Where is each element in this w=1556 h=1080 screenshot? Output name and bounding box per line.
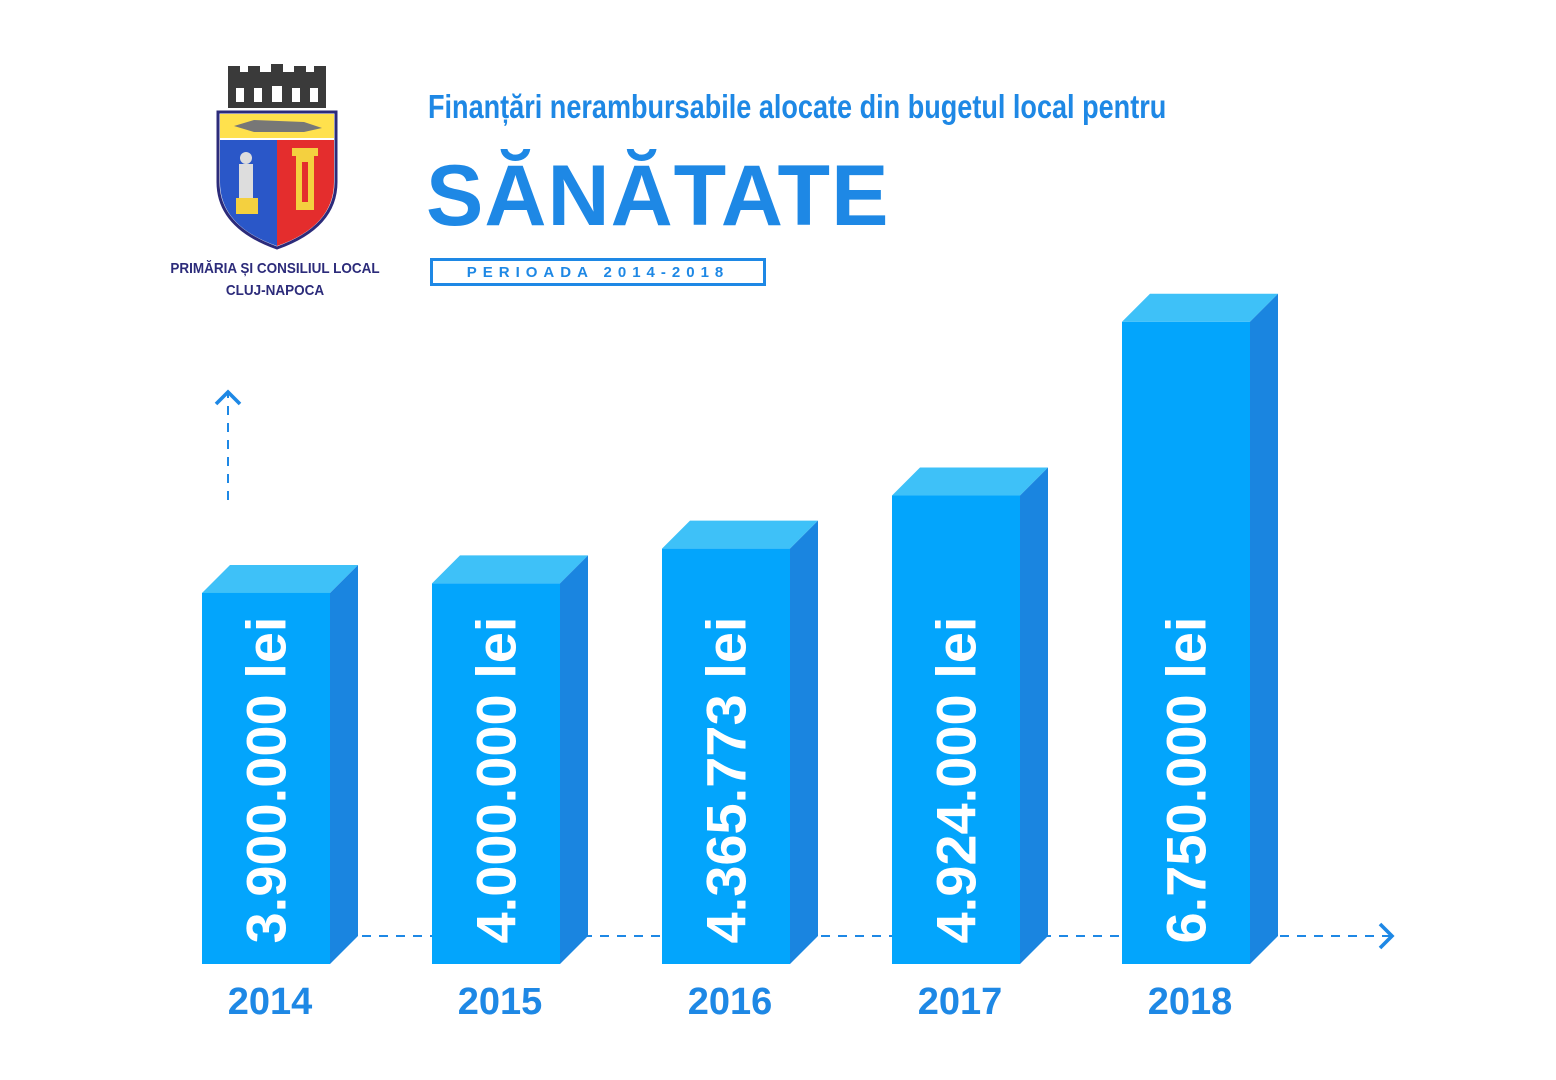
organization-line1: PRIMĂRIA ȘI CONSILIUL LOCAL xyxy=(170,260,380,277)
bar-front-face xyxy=(1122,321,1250,964)
bar-2014: 3.900.000 lei 2014 xyxy=(202,564,358,1023)
bar-side-face xyxy=(330,564,358,964)
bar-front-face xyxy=(892,495,1020,964)
page-title: Finanțări nerambursabile alocate din bug… xyxy=(428,88,1167,125)
bar-front-face xyxy=(202,592,330,964)
x-tick-label: 2015 xyxy=(458,981,543,1023)
x-tick-label: 2018 xyxy=(1148,981,1233,1023)
organization-name: PRIMĂRIA ȘI CONSILIUL LOCAL CLUJ-NAPOCA xyxy=(163,258,388,302)
bar-top-face xyxy=(662,520,818,549)
bar-side-face xyxy=(560,555,588,964)
bar-side-face xyxy=(1020,467,1048,964)
bar-side-face xyxy=(1250,293,1278,964)
bar-top-face xyxy=(892,467,1048,496)
bar-value-label: 4.365.773 lei xyxy=(695,617,758,944)
period-badge: PERIOADA 2014-2018 xyxy=(430,258,766,286)
x-tick-label: 2014 xyxy=(228,981,313,1023)
x-tick-label: 2017 xyxy=(918,981,1003,1023)
x-tick-label: 2016 xyxy=(688,981,773,1023)
bar-top-face xyxy=(432,555,588,584)
bar-2018: 6.750.000 lei 2018 xyxy=(1122,293,1278,1023)
page-subtitle: SĂNĂTATE xyxy=(426,148,890,244)
bar-top-face xyxy=(202,564,358,593)
bar-value-label: 4.924.000 lei xyxy=(925,617,988,944)
coat-of-arms-icon xyxy=(216,64,338,250)
bar-value-label: 4.000.000 lei xyxy=(465,617,528,944)
bar-2015: 4.000.000 lei 2015 xyxy=(432,555,588,1023)
bar-side-face xyxy=(790,520,818,964)
bar-2016: 4.365.773 lei 2016 xyxy=(662,520,818,1023)
bar-2017: 4.924.000 lei 2017 xyxy=(892,467,1048,1023)
bar-front-face xyxy=(662,548,790,964)
bar-value-label: 3.900.000 lei xyxy=(235,617,298,944)
organization-line2: CLUJ-NAPOCA xyxy=(225,282,325,299)
bar-front-face xyxy=(432,583,560,964)
bar-top-face xyxy=(1122,293,1278,322)
bar-value-label: 6.750.000 lei xyxy=(1155,617,1218,944)
